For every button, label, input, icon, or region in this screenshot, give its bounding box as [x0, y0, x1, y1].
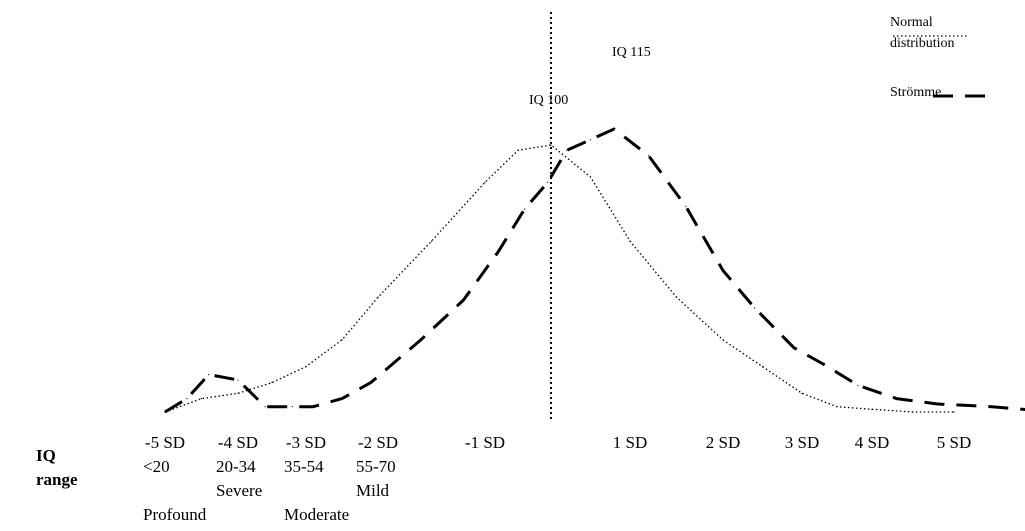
curve-point — [613, 128, 615, 130]
iq-range-labels: <20 20-34 35-54 55-70 — [143, 457, 396, 476]
x-tick-label: 4 SD — [855, 433, 889, 452]
iq-range-value: <20 — [143, 457, 170, 476]
x-tick-label: -2 SD — [358, 433, 398, 452]
curve-point — [312, 406, 314, 408]
curve-point — [524, 208, 526, 210]
category-labels: Profound Severe Moderate Mild — [143, 481, 390, 524]
curve-point — [675, 296, 678, 298]
severity-category-label: Moderate — [284, 505, 349, 524]
curve-point — [822, 363, 824, 365]
x-tick-label: -4 SD — [218, 433, 258, 452]
curve-point — [550, 144, 552, 146]
curve-point — [420, 339, 422, 341]
x-tick-label: 2 SD — [706, 433, 740, 452]
curve-point — [801, 392, 803, 394]
curve-point — [186, 398, 188, 400]
curve-point — [271, 382, 273, 384]
curve-point — [648, 155, 650, 157]
curve-point — [291, 406, 293, 408]
curve-point — [589, 139, 592, 141]
curve-point — [517, 149, 519, 151]
curve-point — [793, 347, 795, 349]
curve-point — [484, 181, 486, 183]
curve-point — [547, 181, 549, 183]
severity-category-label: Mild — [356, 481, 390, 500]
x-tick-label: 3 SD — [785, 433, 819, 452]
curve-point — [912, 411, 914, 413]
iq-range-value: 55-70 — [356, 457, 396, 476]
curve-point — [685, 205, 687, 207]
x-axis-ticks: -5 SD -4 SD -3 SD -2 SD -1 SD 1 SD 2 SD 3 SD 4 S… — [145, 433, 971, 452]
curve-point — [200, 398, 203, 400]
curve-point — [566, 149, 568, 151]
curve-point — [305, 366, 307, 368]
stromme-curve — [164, 127, 1025, 414]
curve-point — [761, 366, 764, 368]
normal-distribution-curve — [164, 144, 954, 413]
iq-range-row-label-2: range — [36, 470, 78, 489]
curves-layer — [164, 127, 1025, 414]
curve-point — [208, 374, 210, 376]
curve-point — [377, 296, 379, 298]
iq-range-row-label: IQ — [36, 446, 56, 465]
curve-point — [497, 251, 499, 253]
curve-point — [341, 398, 343, 400]
legend-label-normal: Normal distribution — [890, 15, 955, 51]
curve-point — [857, 384, 859, 386]
curve-point — [937, 403, 939, 405]
iq-115-annotation: IQ 115 — [612, 45, 651, 60]
curve-point — [463, 299, 465, 301]
x-tick-label: 1 SD — [613, 433, 647, 452]
curve-point — [722, 269, 724, 272]
curve-point — [953, 411, 955, 413]
iq-range-value: 20-34 — [216, 457, 256, 476]
reference-line-label: IQ 100 — [529, 93, 568, 108]
curve-point — [370, 382, 372, 384]
curve-point — [754, 307, 756, 309]
curve-point — [991, 406, 993, 408]
x-tick-label: -3 SD — [286, 433, 326, 452]
curve-point — [836, 406, 838, 408]
x-tick-label: 5 SD — [937, 433, 971, 452]
curve-point — [629, 240, 631, 242]
curve-point — [430, 240, 433, 242]
curve-point — [341, 339, 343, 341]
curve-point — [722, 339, 724, 341]
x-tick-label: -5 SD — [145, 433, 185, 452]
curve-point — [871, 408, 873, 410]
iq-range-value: 35-54 — [284, 457, 324, 476]
curve-point — [896, 398, 898, 400]
curve-point — [237, 379, 239, 381]
curve-point — [264, 406, 266, 408]
severity-category-label: Severe — [216, 481, 262, 500]
curve-point — [589, 176, 592, 178]
curve-point — [164, 411, 166, 413]
legend: Normal distribution Strömme — [890, 15, 988, 100]
x-tick-label: -1 SD — [465, 433, 505, 452]
legend-label-stromme: Strömme — [890, 85, 941, 100]
curve-point — [237, 392, 239, 394]
severity-category-label: Profound — [143, 505, 207, 524]
